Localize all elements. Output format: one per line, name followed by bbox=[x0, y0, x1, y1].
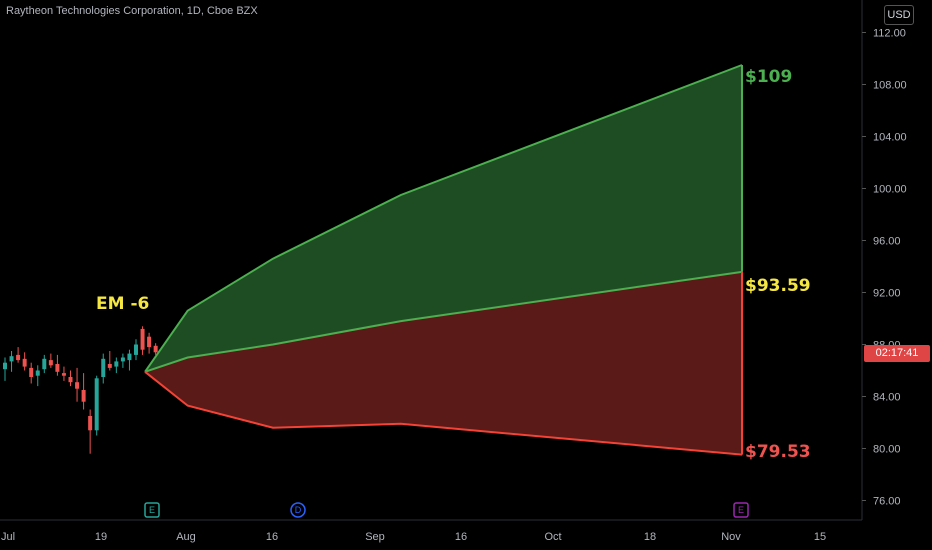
mid-line bbox=[144, 270, 743, 373]
candle bbox=[134, 339, 138, 361]
lower-bound-line bbox=[144, 371, 743, 456]
candle bbox=[42, 354, 47, 374]
chart-title: Raytheon Technologies Corporation, 1D, C… bbox=[6, 5, 258, 17]
projection-labels: EM -6 $109 $93.59 $79.53 bbox=[96, 67, 811, 462]
candle bbox=[94, 375, 99, 436]
candle bbox=[48, 353, 53, 368]
candle-body bbox=[134, 344, 138, 355]
candle bbox=[127, 349, 132, 371]
upper-range-fill bbox=[145, 65, 742, 372]
candle-body bbox=[88, 416, 93, 431]
lower-range-fill bbox=[145, 271, 742, 455]
event-marker-letter: E bbox=[738, 505, 744, 515]
candle-body bbox=[114, 361, 119, 367]
candle-body bbox=[48, 360, 53, 366]
y-tick-label: 80.00 bbox=[873, 444, 901, 456]
time-axis[interactable]: Jul 19 Aug 16 Sep 16 Oct 18 Nov 15 bbox=[0, 519, 862, 543]
x-tick-label: 16 bbox=[455, 531, 467, 543]
candle-body bbox=[101, 358, 106, 377]
price-axis[interactable]: 112.00108.00104.00100.0096.0092.0088.008… bbox=[861, 0, 907, 520]
y-tick-label: 76.00 bbox=[873, 496, 901, 508]
candle bbox=[153, 343, 158, 355]
y-tick-label: 104.00 bbox=[873, 132, 907, 144]
candle-body bbox=[107, 364, 112, 368]
candle bbox=[29, 362, 34, 384]
y-tick-label: 100.00 bbox=[873, 184, 907, 196]
candle bbox=[140, 326, 145, 355]
candle bbox=[9, 351, 14, 372]
candle bbox=[101, 353, 106, 384]
candle-body bbox=[75, 382, 80, 389]
y-tick-label: 92.00 bbox=[873, 288, 901, 300]
candle-body bbox=[153, 345, 158, 353]
y-tick-label: 108.00 bbox=[873, 80, 907, 92]
candle bbox=[61, 366, 66, 381]
em-label: EM -6 bbox=[96, 294, 149, 314]
upper-bound-line bbox=[144, 64, 743, 373]
candle-body bbox=[94, 378, 99, 431]
x-tick-label: 18 bbox=[644, 531, 656, 543]
last-price-countdown: 02:17:41 bbox=[864, 345, 930, 362]
event-marker-letter: D bbox=[295, 505, 302, 515]
candle-body bbox=[22, 358, 27, 367]
candle bbox=[3, 357, 7, 381]
expected-move-projection bbox=[144, 64, 743, 456]
candle-body bbox=[68, 377, 73, 383]
candle-body bbox=[147, 336, 152, 348]
event-marker-shape bbox=[290, 502, 306, 518]
candle-body bbox=[9, 356, 14, 362]
candle-body bbox=[35, 370, 40, 376]
candle-body bbox=[61, 373, 66, 376]
candlestick-series bbox=[3, 326, 158, 454]
candle-body bbox=[42, 358, 47, 370]
mid-target-label: $93.59 bbox=[745, 276, 811, 296]
event-marker-3[interactable]: E bbox=[733, 502, 749, 518]
lower-target-label: $79.53 bbox=[745, 442, 811, 462]
x-tick-label: Sep bbox=[365, 531, 385, 543]
candle-body bbox=[140, 328, 145, 350]
event-marker-shape bbox=[733, 502, 749, 518]
candle-body bbox=[120, 357, 125, 362]
candle-body bbox=[3, 362, 7, 370]
candle bbox=[114, 357, 119, 374]
candle bbox=[120, 353, 125, 368]
event-marker-letter: E bbox=[149, 505, 155, 515]
candle bbox=[68, 370, 73, 387]
candle bbox=[75, 367, 80, 402]
candle bbox=[35, 365, 40, 387]
upper-target-label: $109 bbox=[745, 67, 792, 87]
candle-body bbox=[29, 367, 34, 377]
y-tick-label: 96.00 bbox=[873, 236, 901, 248]
event-marker-shape bbox=[144, 502, 160, 518]
x-tick-label: 16 bbox=[266, 531, 278, 543]
candle bbox=[107, 351, 112, 371]
currency-button[interactable]: USD bbox=[884, 5, 914, 25]
x-tick-label: Aug bbox=[176, 531, 196, 543]
candle-body bbox=[127, 353, 132, 361]
event-marker-1[interactable]: E bbox=[144, 502, 160, 518]
x-tick-label: Jul bbox=[1, 531, 15, 543]
x-tick-label: Nov bbox=[721, 531, 741, 543]
candle bbox=[55, 354, 60, 376]
x-tick-label: 15 bbox=[814, 531, 826, 543]
candle bbox=[81, 373, 86, 410]
candle bbox=[16, 347, 21, 363]
candle bbox=[22, 352, 27, 371]
x-tick-label: 19 bbox=[95, 531, 107, 543]
candle-body bbox=[16, 354, 21, 361]
x-tick-label: Oct bbox=[544, 531, 561, 543]
event-marker-2[interactable]: D bbox=[290, 502, 306, 518]
y-tick-label: 112.00 bbox=[873, 28, 906, 40]
candle-body bbox=[81, 390, 86, 402]
y-tick-label: 84.00 bbox=[873, 392, 901, 404]
candle-body bbox=[55, 364, 60, 372]
candle bbox=[147, 332, 152, 354]
candle bbox=[88, 409, 93, 454]
